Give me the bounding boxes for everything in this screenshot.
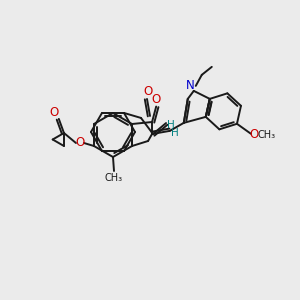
Text: O: O bbox=[152, 93, 161, 106]
Text: O: O bbox=[75, 136, 85, 149]
Text: H: H bbox=[167, 120, 175, 130]
Text: O: O bbox=[49, 106, 58, 119]
Text: CH₃: CH₃ bbox=[258, 130, 276, 140]
Text: H: H bbox=[171, 128, 179, 138]
Text: O: O bbox=[143, 85, 153, 98]
Text: O: O bbox=[249, 128, 259, 141]
Text: N: N bbox=[185, 80, 194, 92]
Text: CH₃: CH₃ bbox=[105, 173, 123, 183]
